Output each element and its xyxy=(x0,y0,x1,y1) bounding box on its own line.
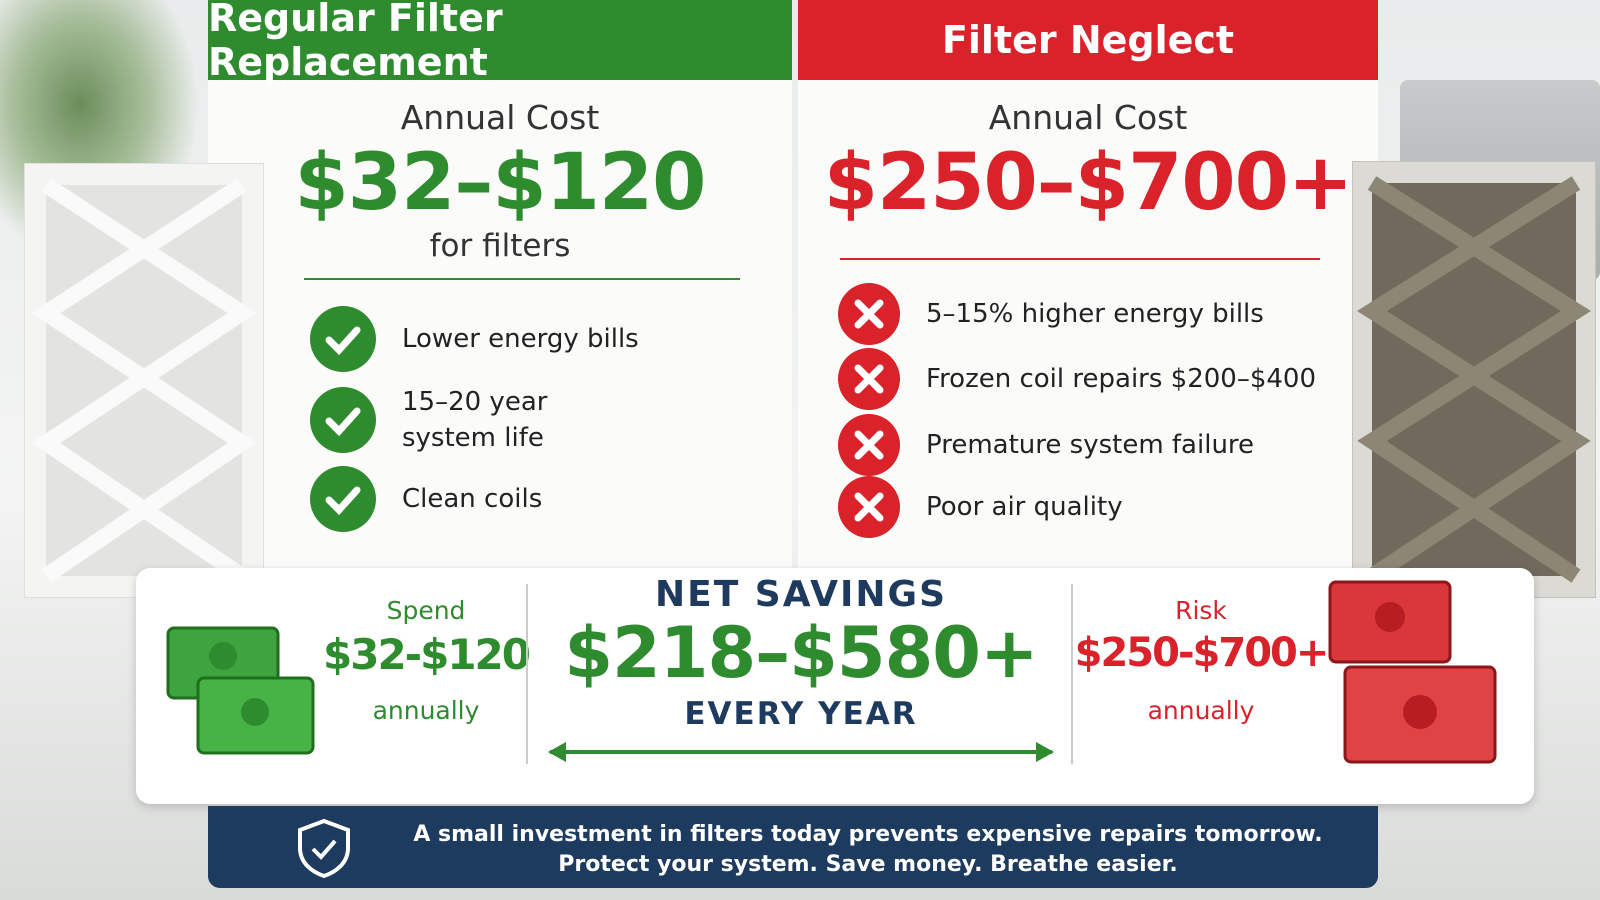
footer-line: Protect your system. Save money. Breathe… xyxy=(558,852,1178,877)
risk-text: Frozen coil repairs $200–$400 xyxy=(926,364,1316,394)
clean-filter xyxy=(24,163,264,598)
right-panel: Filter Neglect Annual Cost $250–$700+ 5–… xyxy=(798,0,1378,570)
left-cost: $32–$120 xyxy=(294,138,707,228)
x-icon xyxy=(838,348,900,410)
benefit-text: Clean coils xyxy=(402,484,543,514)
benefit: 15–20 year system life xyxy=(310,384,572,456)
red-money-icon xyxy=(1328,580,1497,764)
risk-text: Poor air quality xyxy=(926,492,1123,522)
left-cost-label: Annual Cost xyxy=(400,98,600,137)
spend-note: annually xyxy=(372,696,480,725)
benefit: Clean coils xyxy=(310,466,542,532)
risk-amount: $250-$700+ xyxy=(1074,630,1330,676)
risk-text: Premature system failure xyxy=(926,430,1255,460)
net-title: NET SAVINGS xyxy=(654,574,948,615)
net-note: EVERY YEAR xyxy=(684,696,918,732)
benefit-text: Lower energy bills xyxy=(402,324,639,354)
savings-box: Spend $32-$120 annually NET SAVINGS $218… xyxy=(136,568,1534,804)
right-cost: $250–$700+ xyxy=(823,138,1354,228)
footer-banner: A small investment in filters today prev… xyxy=(208,806,1378,888)
x-icon xyxy=(838,414,900,476)
spend-label: Spend xyxy=(386,596,466,625)
divider xyxy=(840,258,1320,260)
spend-amount: $32-$120 xyxy=(323,630,531,679)
check-icon xyxy=(310,306,376,372)
risk-note: annually xyxy=(1147,696,1255,725)
x-icon xyxy=(838,283,900,345)
risk-item: Premature system failure xyxy=(838,414,1254,476)
left-header: Regular Filter Replacement xyxy=(208,0,792,84)
risk-label: Risk xyxy=(1175,596,1227,625)
risk-item: 5–15% higher energy bills xyxy=(838,283,1264,345)
dirty-filter xyxy=(1352,161,1596,598)
right-header: Filter Neglect xyxy=(798,0,1378,80)
risk-text: 5–15% higher energy bills xyxy=(926,299,1264,329)
green-money-icon xyxy=(166,626,315,755)
shield-icon xyxy=(298,818,350,878)
check-icon xyxy=(310,466,376,532)
range-arrow xyxy=(548,742,1054,762)
benefit: Lower energy bills xyxy=(310,306,639,372)
risk-item: Poor air quality xyxy=(838,476,1123,538)
x-icon xyxy=(838,476,900,538)
footer-line: A small investment in filters today prev… xyxy=(413,822,1323,847)
benefit-text: 15–20 year system life xyxy=(402,387,548,453)
net-amount: $218–$580+ xyxy=(564,612,1038,694)
footer-text: A small investment in filters today prev… xyxy=(378,820,1358,880)
left-panel: Regular Filter Replacement Annual Cost $… xyxy=(208,0,792,570)
separator xyxy=(1071,584,1073,764)
separator xyxy=(526,584,528,764)
risk-item: Frozen coil repairs $200–$400 xyxy=(838,348,1316,410)
right-cost-label: Annual Cost xyxy=(988,98,1188,137)
check-icon xyxy=(310,387,376,453)
left-cost-note: for filters xyxy=(429,228,571,264)
divider xyxy=(304,278,740,280)
